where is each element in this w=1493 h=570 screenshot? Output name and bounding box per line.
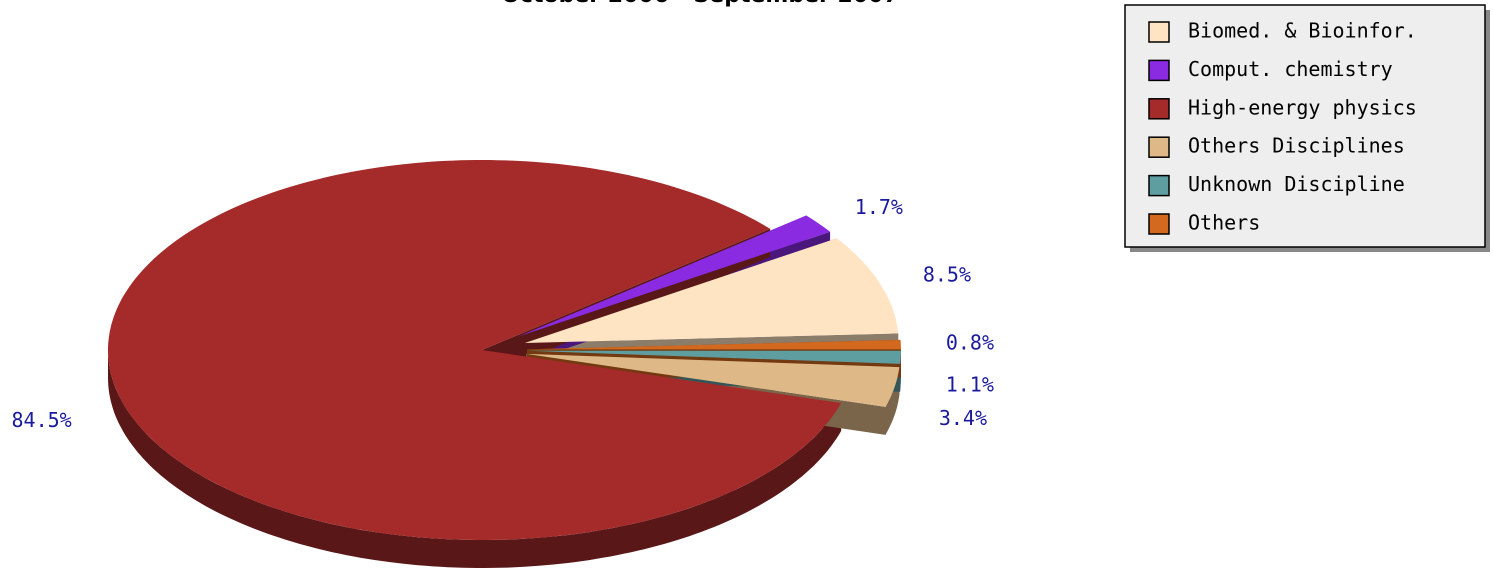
- legend-swatch: [1148, 136, 1170, 158]
- data-label: 0.8%: [946, 331, 994, 355]
- legend-swatch: [1148, 59, 1170, 82]
- legend-label: Unknown Discipline: [1188, 172, 1405, 196]
- legend-label: Others: [1188, 211, 1260, 235]
- legend-swatch: [1148, 21, 1170, 43]
- data-label: 3.4%: [939, 406, 987, 430]
- legend-label: Biomed. & Bioinfor.: [1188, 19, 1417, 43]
- slice-side: [108, 350, 842, 568]
- slice: [527, 339, 901, 350]
- legend-swatch: [1148, 213, 1170, 235]
- data-label: 1.7%: [855, 195, 903, 219]
- slice: [108, 160, 842, 540]
- legend-label: Comput. chemistry: [1188, 57, 1393, 81]
- legend-label: High-energy physics: [1188, 95, 1417, 119]
- chart-title: October 2006 - September 2007: [501, 0, 899, 8]
- slice: [526, 353, 900, 407]
- slice: [524, 238, 899, 343]
- data-label: 84.5%: [11, 408, 71, 432]
- legend: [1124, 4, 1486, 248]
- legend-label: Others Disciplines: [1188, 134, 1405, 158]
- slice: [527, 350, 901, 364]
- legend-swatch: [1148, 98, 1170, 120]
- data-label: 1.1%: [946, 373, 994, 397]
- legend-swatch: [1148, 174, 1170, 197]
- data-label: 8.5%: [923, 262, 971, 286]
- slice: [518, 215, 831, 337]
